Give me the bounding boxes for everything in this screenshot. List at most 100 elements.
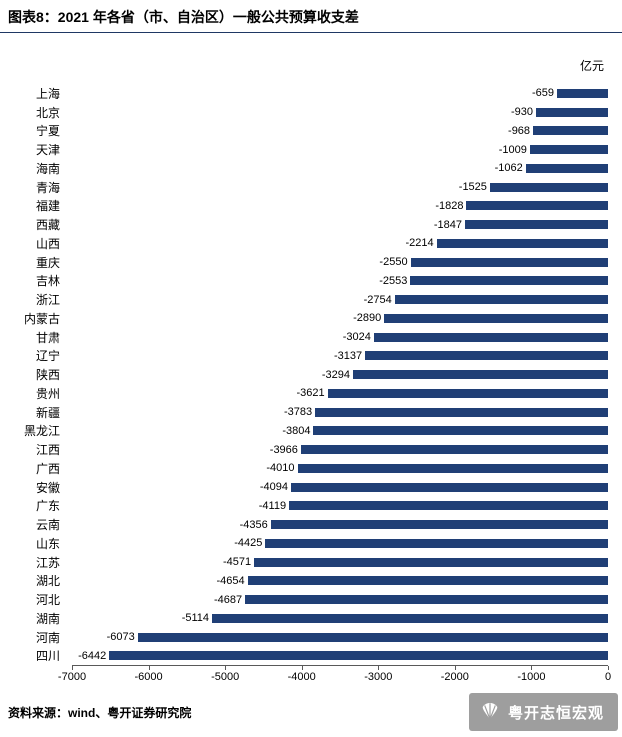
bar <box>109 651 608 661</box>
bar-plot-area: -2214 <box>66 234 608 253</box>
category-label: 山西 <box>35 236 60 251</box>
bar <box>313 426 608 436</box>
bar-plot-area: -2553 <box>66 272 608 291</box>
bar-plot-area: -4119 <box>66 497 608 516</box>
fan-logo-icon <box>479 699 501 725</box>
category-label: 重庆 <box>35 255 60 270</box>
value-label: -3621 <box>296 387 325 400</box>
value-label: -1847 <box>433 218 462 231</box>
x-tick-mark <box>454 666 456 671</box>
bar <box>300 445 608 455</box>
bar <box>289 501 608 511</box>
category-label: 宁夏 <box>35 124 60 139</box>
bar-row: 湖南 -5114 <box>8 609 608 628</box>
x-tick-label: -7000 <box>57 671 87 684</box>
value-label: -2754 <box>363 293 392 306</box>
category-label: 天津 <box>35 143 60 158</box>
bar-row: 海南 -1062 <box>8 159 608 178</box>
category-label: 吉林 <box>35 274 60 289</box>
x-tick-label: -4000 <box>287 671 316 684</box>
value-label: -4010 <box>266 462 295 475</box>
x-tick-mark <box>148 666 150 671</box>
category-label: 西藏 <box>35 218 60 233</box>
bar-row: 广西 -4010 <box>8 459 608 478</box>
category-label: 河南 <box>35 630 60 645</box>
bar-plot-area: -4654 <box>66 572 608 591</box>
value-label: -3783 <box>283 406 313 419</box>
bar-row: 河南 -6073 <box>8 628 608 647</box>
figure-header: 图表8：2021 年各省（市、自治区）一般公共预算收支差 <box>0 0 622 33</box>
bar-row: 重庆 -2550 <box>8 253 608 272</box>
bar <box>536 107 608 117</box>
bar-row: 天津 -1009 <box>8 140 608 159</box>
x-tick-label: -1000 <box>517 671 546 684</box>
bar-plot-area: -1828 <box>66 197 608 216</box>
bar-row: 河北 -4687 <box>8 590 608 609</box>
x-tick-mark <box>378 666 380 671</box>
value-label: -4687 <box>213 593 243 606</box>
value-label: -6442 <box>78 649 107 662</box>
bar <box>466 201 608 211</box>
bar-plot-area: -1847 <box>66 215 608 234</box>
watermark-text: 粤开志恒宏观 <box>507 704 604 722</box>
value-label: -6073 <box>106 631 135 644</box>
bar-plot-area: -3024 <box>66 328 608 347</box>
value-label: -4425 <box>234 537 263 550</box>
bar <box>291 482 608 492</box>
value-label: -4356 <box>239 518 268 531</box>
category-label: 黑龙江 <box>23 424 60 439</box>
category-label: 陕西 <box>35 368 60 383</box>
bar <box>247 576 608 586</box>
bar <box>410 276 608 286</box>
value-label: -4094 <box>259 481 289 494</box>
bar <box>489 182 608 192</box>
bar-plot-area: -1009 <box>66 140 608 159</box>
x-tick-label: 0 <box>604 671 612 684</box>
bar-row: 贵州 -3621 <box>8 384 608 403</box>
bar-row: 江苏 -4571 <box>8 553 608 572</box>
bar <box>529 145 608 155</box>
value-label: -3024 <box>342 331 371 344</box>
bar-plot-area: -4094 <box>66 478 608 497</box>
category-label: 河北 <box>35 593 60 608</box>
bar-plot-area: -930 <box>66 103 608 122</box>
category-label: 湖北 <box>35 574 60 589</box>
bar-plot-area: -3137 <box>66 347 608 366</box>
category-label: 江西 <box>35 443 60 458</box>
bar-row: 内蒙古 -2890 <box>8 309 608 328</box>
category-label: 内蒙古 <box>23 311 60 326</box>
category-label: 福建 <box>35 199 60 214</box>
bar <box>297 463 608 473</box>
bar <box>436 238 608 248</box>
category-label: 山东 <box>35 536 60 551</box>
category-label: 四川 <box>35 649 60 664</box>
category-label: 浙江 <box>35 293 60 308</box>
bar-plot-area: -968 <box>66 122 608 141</box>
x-tick-label: -3000 <box>364 671 393 684</box>
bar-plot-area: -6442 <box>66 647 608 666</box>
source-text: 资料来源：wind、粤开证券研究院 <box>8 706 192 720</box>
category-label: 青海 <box>35 180 60 195</box>
bar-row: 浙江 -2754 <box>8 290 608 309</box>
bar-plot-area: -659 <box>66 84 608 103</box>
bar-row: 湖北 -4654 <box>8 572 608 591</box>
bar-row: 新疆 -3783 <box>8 403 608 422</box>
bar-plot-area: -4571 <box>66 553 608 572</box>
bar <box>410 257 608 267</box>
value-label: -2550 <box>379 256 408 269</box>
category-label: 广东 <box>35 499 60 514</box>
value-label: -5114 <box>181 612 210 625</box>
category-label: 贵州 <box>35 386 60 401</box>
bar-row: 云南 -4356 <box>8 515 608 534</box>
bar-row: 江西 -3966 <box>8 440 608 459</box>
bar <box>212 613 608 623</box>
bar-row: 四川 -6442 <box>8 647 608 666</box>
category-label: 江苏 <box>35 555 60 570</box>
bar-plot-area: -4425 <box>66 534 608 553</box>
bar <box>533 126 608 136</box>
bar <box>365 351 608 361</box>
chart-rows: 上海 -659 北京 -930 宁夏 -968 天津 -1009 海南 -1062 青海 -1525 福… <box>8 84 608 665</box>
bar-row: 辽宁 -3137 <box>8 347 608 366</box>
bar-plot-area: -4356 <box>66 515 608 534</box>
